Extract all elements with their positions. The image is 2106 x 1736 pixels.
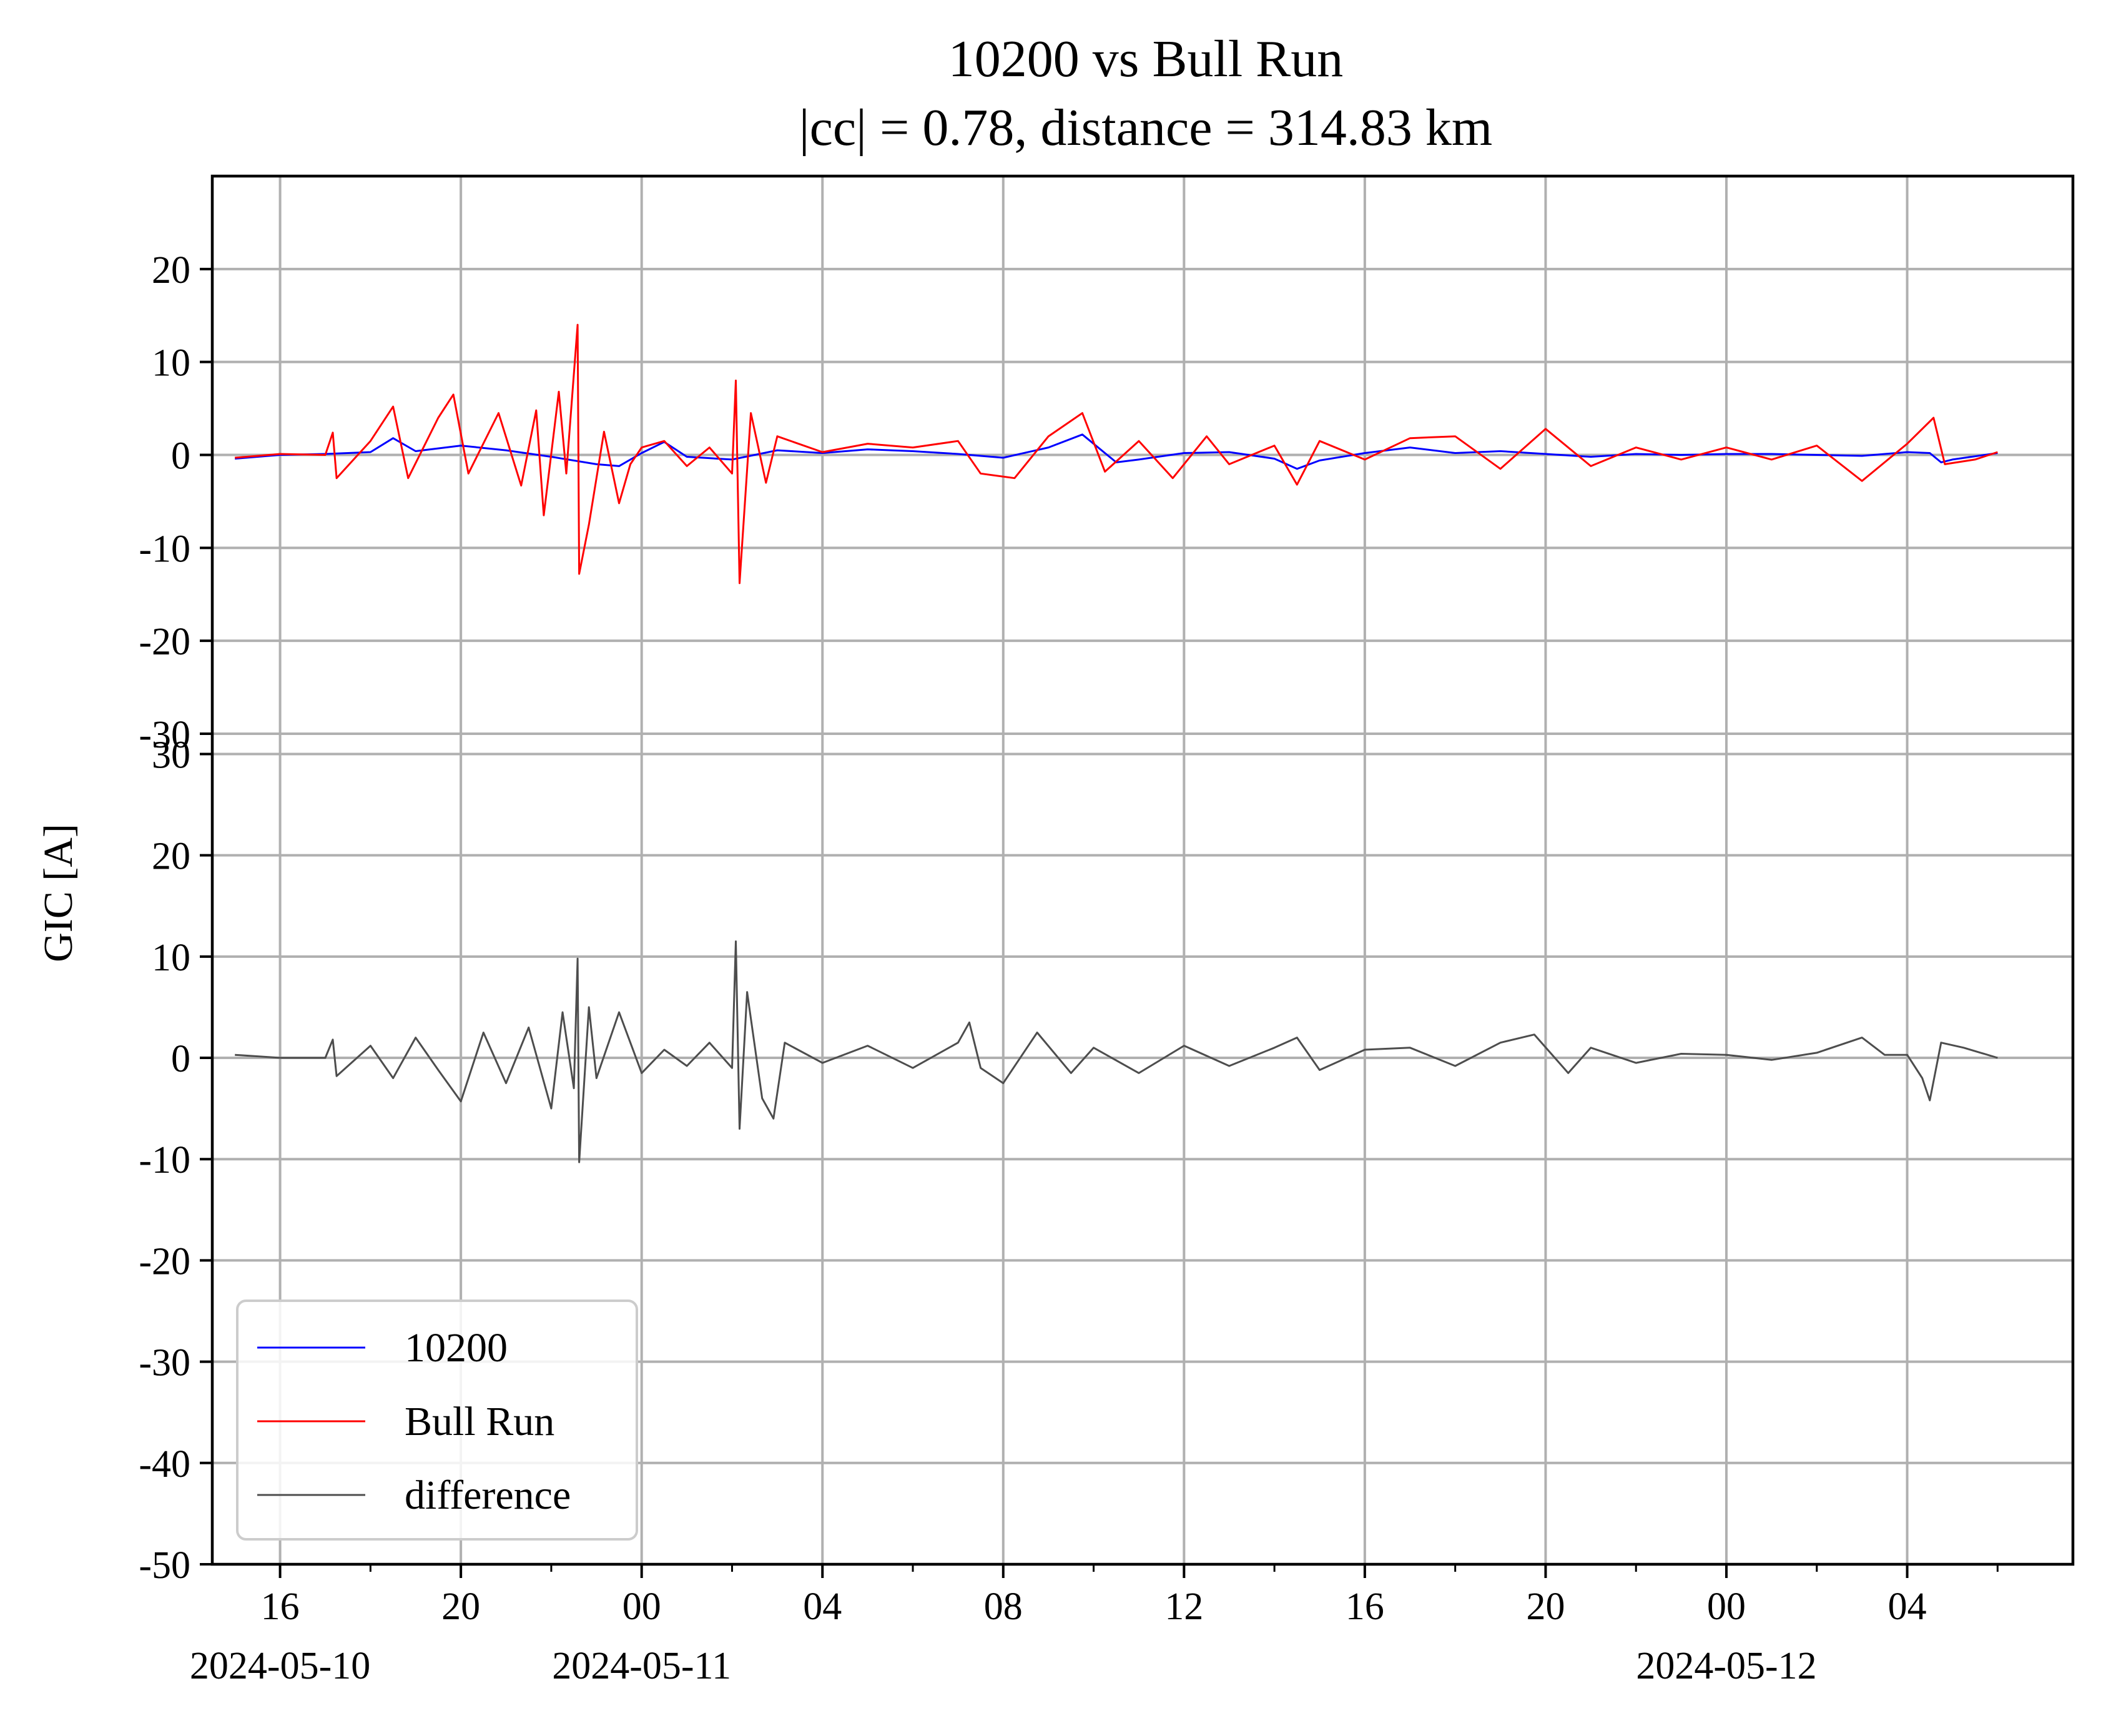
x-tick-label-1: 20	[441, 1586, 480, 1628]
bottom-ytick-label-3: 0	[171, 1038, 190, 1080]
top-ytick-label-5: -30	[139, 714, 190, 756]
bottom-ytick-label-4: -10	[139, 1139, 190, 1181]
x-tick-label-4: 08	[984, 1586, 1023, 1628]
x-tick-label-8: 00	[1707, 1586, 1746, 1628]
legend-box	[236, 1300, 638, 1541]
x-tick-label-3: 04	[803, 1586, 842, 1628]
chart-title: 10200 vs Bull Run	[948, 30, 1343, 88]
x-tick-label-6: 16	[1346, 1586, 1384, 1628]
x-axis: 16 20 00 04 08 12 16 20 00 04 2024-05-10 2024-05-11…	[190, 174, 2075, 1687]
x-tick-label-7: 20	[1526, 1586, 1565, 1628]
x-date-label-1: 2024-05-11	[552, 1645, 731, 1687]
bottom-ytick-label-6: -30	[139, 1342, 190, 1384]
top-ytick-label-3: -10	[139, 528, 190, 570]
chart-subtitle: |cc| = 0.78, distance = 314.83 km	[799, 99, 1493, 157]
legend-label-2: difference	[405, 1472, 571, 1518]
x-tick-label-5: 12	[1164, 1586, 1203, 1628]
top-ytick-label-1: 10	[152, 342, 190, 385]
x-tick-label-0: 16	[261, 1586, 300, 1628]
x-date-label-0: 2024-05-10	[190, 1645, 370, 1687]
bottom-ytick-label-1: 20	[152, 836, 190, 878]
series-line-bull-run	[235, 323, 1998, 584]
top-ytick-label-2: 0	[171, 435, 190, 478]
top-ytick-label-0: 20	[152, 249, 190, 292]
bottom-ytick-label-2: 10	[152, 937, 190, 979]
bottom-ytick-label-7: -40	[139, 1443, 190, 1486]
series-line-difference	[235, 940, 1998, 1163]
top-panel: 20 10 0 -10 -20 -30	[139, 176, 2073, 756]
y-axis-label: GIC [A]	[36, 824, 81, 962]
x-tick-label-2: 00	[622, 1586, 661, 1628]
legend: 10200 Bull Run difference	[236, 1300, 638, 1541]
x-date-label-2: 2024-05-12	[1636, 1645, 1816, 1687]
bottom-ytick-label-8: -50	[139, 1544, 190, 1587]
bottom-ytick-label-0: 30	[152, 734, 190, 776]
legend-label-1: Bull Run	[405, 1399, 554, 1444]
plot-frame	[210, 174, 2075, 1566]
bottom-ytick-label-5: -20	[139, 1240, 190, 1283]
x-tick-label-9: 04	[1888, 1586, 1927, 1628]
top-ytick-label-4: -20	[139, 621, 190, 663]
legend-label-0: 10200	[405, 1325, 508, 1371]
